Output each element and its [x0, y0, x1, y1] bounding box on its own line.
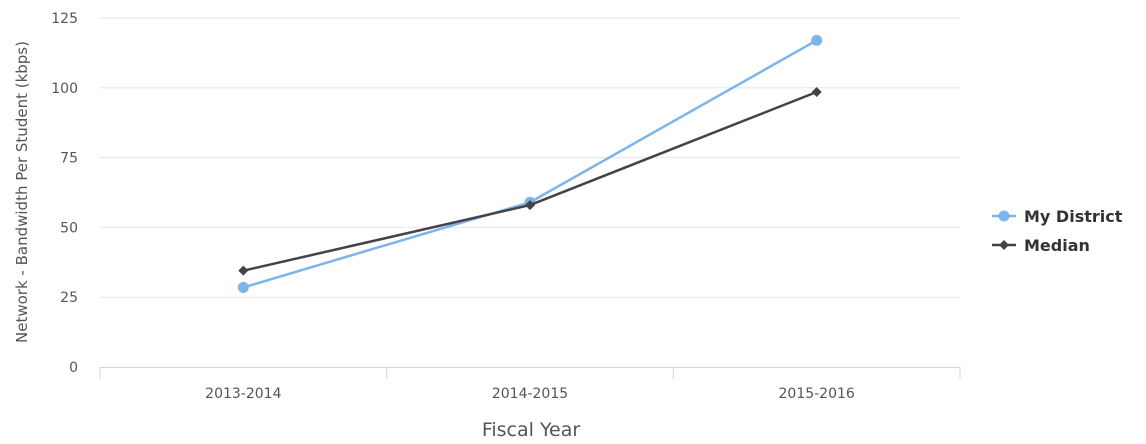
data-point-marker[interactable] [811, 34, 823, 46]
series-median[interactable] [238, 86, 822, 276]
series-line [242, 90, 818, 272]
legend-label: My District [1024, 207, 1123, 226]
y-tick-label: 0 [69, 360, 78, 376]
x-tick-label: 2014-2015 [492, 386, 568, 402]
y-axis-ticks: 0 25 50 75 100 125 [51, 11, 78, 376]
y-tick-label: 125 [51, 11, 78, 27]
legend-marker-symbol [999, 240, 1009, 250]
y-tick-label: 100 [51, 81, 78, 97]
x-tick-label: 2013-2014 [205, 386, 281, 402]
data-point-marker[interactable] [811, 86, 822, 97]
legend-marker-symbol [998, 210, 1010, 222]
legend-item[interactable]: Median [992, 236, 1090, 255]
legend[interactable]: My District Median [992, 207, 1123, 255]
y-tick-label: 50 [60, 220, 78, 236]
x-axis-title: Fiscal Year [482, 419, 581, 441]
gridlines [100, 17, 960, 298]
x-tick-label: 2015-2016 [779, 386, 855, 402]
x-axis: 2013-2014 2014-2015 2015-2016 [99, 367, 961, 402]
data-point-marker[interactable] [525, 200, 535, 211]
y-tick-label: 25 [60, 290, 78, 306]
y-axis-title: Network - Bandwidth Per Student (kbps) [13, 41, 31, 343]
series-my-district[interactable] [237, 34, 823, 293]
y-tick-label: 75 [60, 151, 78, 167]
legend-label: Median [1024, 236, 1090, 255]
data-point-marker[interactable] [237, 281, 249, 293]
series-lines [237, 34, 823, 293]
data-point-marker[interactable] [238, 265, 249, 276]
legend-item[interactable]: My District [992, 207, 1123, 226]
